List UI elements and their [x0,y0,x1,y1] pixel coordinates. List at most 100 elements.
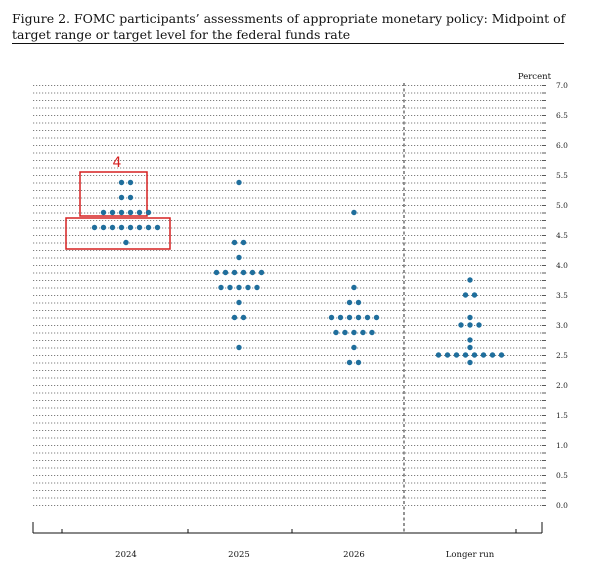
dots [91,179,505,366]
dot [351,209,357,216]
dot [489,352,496,358]
dot [127,224,134,231]
highlight-boxes [65,171,171,250]
x-category-label: Longer run [446,550,495,560]
dot [127,194,134,201]
dot [351,329,357,336]
y-tick-label: 3.5 [556,291,568,300]
dot [467,314,473,321]
dot [462,292,469,298]
x-category-label: 2024 [115,550,137,560]
dot [213,269,220,276]
y-tick-label: 5.5 [556,171,568,180]
x-category-label: 2026 [343,550,365,560]
dot [444,352,451,358]
x-category-label: 2025 [228,550,250,560]
dot [471,292,478,298]
annotation-label: 4 [113,155,122,171]
dot [435,352,442,358]
dot [145,224,152,231]
dot [364,314,371,321]
dot [346,314,353,321]
dot [249,269,256,276]
dot [337,314,344,321]
dot [154,224,161,231]
dot [462,352,469,358]
dot [476,322,482,328]
dot [453,352,460,358]
dot [498,352,505,358]
dot [458,322,464,328]
y-tick-label: 0.5 [556,471,568,480]
dot [467,322,473,328]
dot [467,337,473,343]
dot [123,239,129,246]
dot [240,314,247,321]
dot [240,239,247,246]
y-tick-label: 3.0 [556,321,568,330]
dot [333,329,339,336]
dot [467,277,473,283]
dot [231,269,238,276]
dot [258,269,265,276]
dot [467,344,473,351]
labels: Percent 2024 2025 2026 Longer run 4 [113,72,552,560]
y-tick-label: 4.0 [556,261,568,270]
y-tick-label: 1.0 [556,441,568,450]
y-tick-label: 2.5 [556,351,568,360]
gridlines [33,83,542,533]
y-tick-label: 6.0 [556,141,568,150]
dot [127,179,134,186]
dot [346,299,353,306]
dot [240,269,247,276]
dot [254,284,260,291]
unit-label: Percent [518,72,552,82]
dot [222,269,229,276]
dot [136,224,143,231]
dot [467,359,473,366]
dot [346,359,353,366]
dot [231,239,238,246]
dot [100,224,107,231]
dot [355,299,362,306]
dot [127,209,134,216]
dot [236,254,242,261]
dot [236,179,242,186]
dot [373,314,380,321]
dot [351,284,357,291]
y-tick-label: 6.5 [556,111,568,120]
dot [328,314,335,321]
title-rule [12,43,564,44]
dot [236,284,242,291]
dot [231,314,238,321]
dot [245,284,251,291]
dot [236,344,242,351]
dot [480,352,487,358]
dot [351,344,357,351]
y-tick-label: 1.5 [556,411,568,420]
x-axis [32,522,543,534]
dot [355,359,362,366]
dot [91,224,98,231]
y-tick-label: 2.0 [556,381,568,390]
dot [218,284,224,291]
dot [355,314,362,321]
y-tick-label: 5.0 [556,201,568,210]
dot [369,329,375,336]
y-tick-label: 0.0 [556,501,568,510]
dot [471,352,478,358]
dot [145,209,152,216]
dot [227,284,233,291]
dot [109,224,116,231]
figure-title: Figure 2. FOMC participants’ assessments… [12,11,566,42]
dot [118,179,125,186]
dot [118,194,125,201]
dot [109,209,116,216]
dot [342,329,348,336]
dot [360,329,366,336]
y-tick-label: 7.0 [556,81,568,90]
dot [118,209,125,216]
highlight-box [79,171,148,217]
y-tick-label: 4.5 [556,231,568,240]
